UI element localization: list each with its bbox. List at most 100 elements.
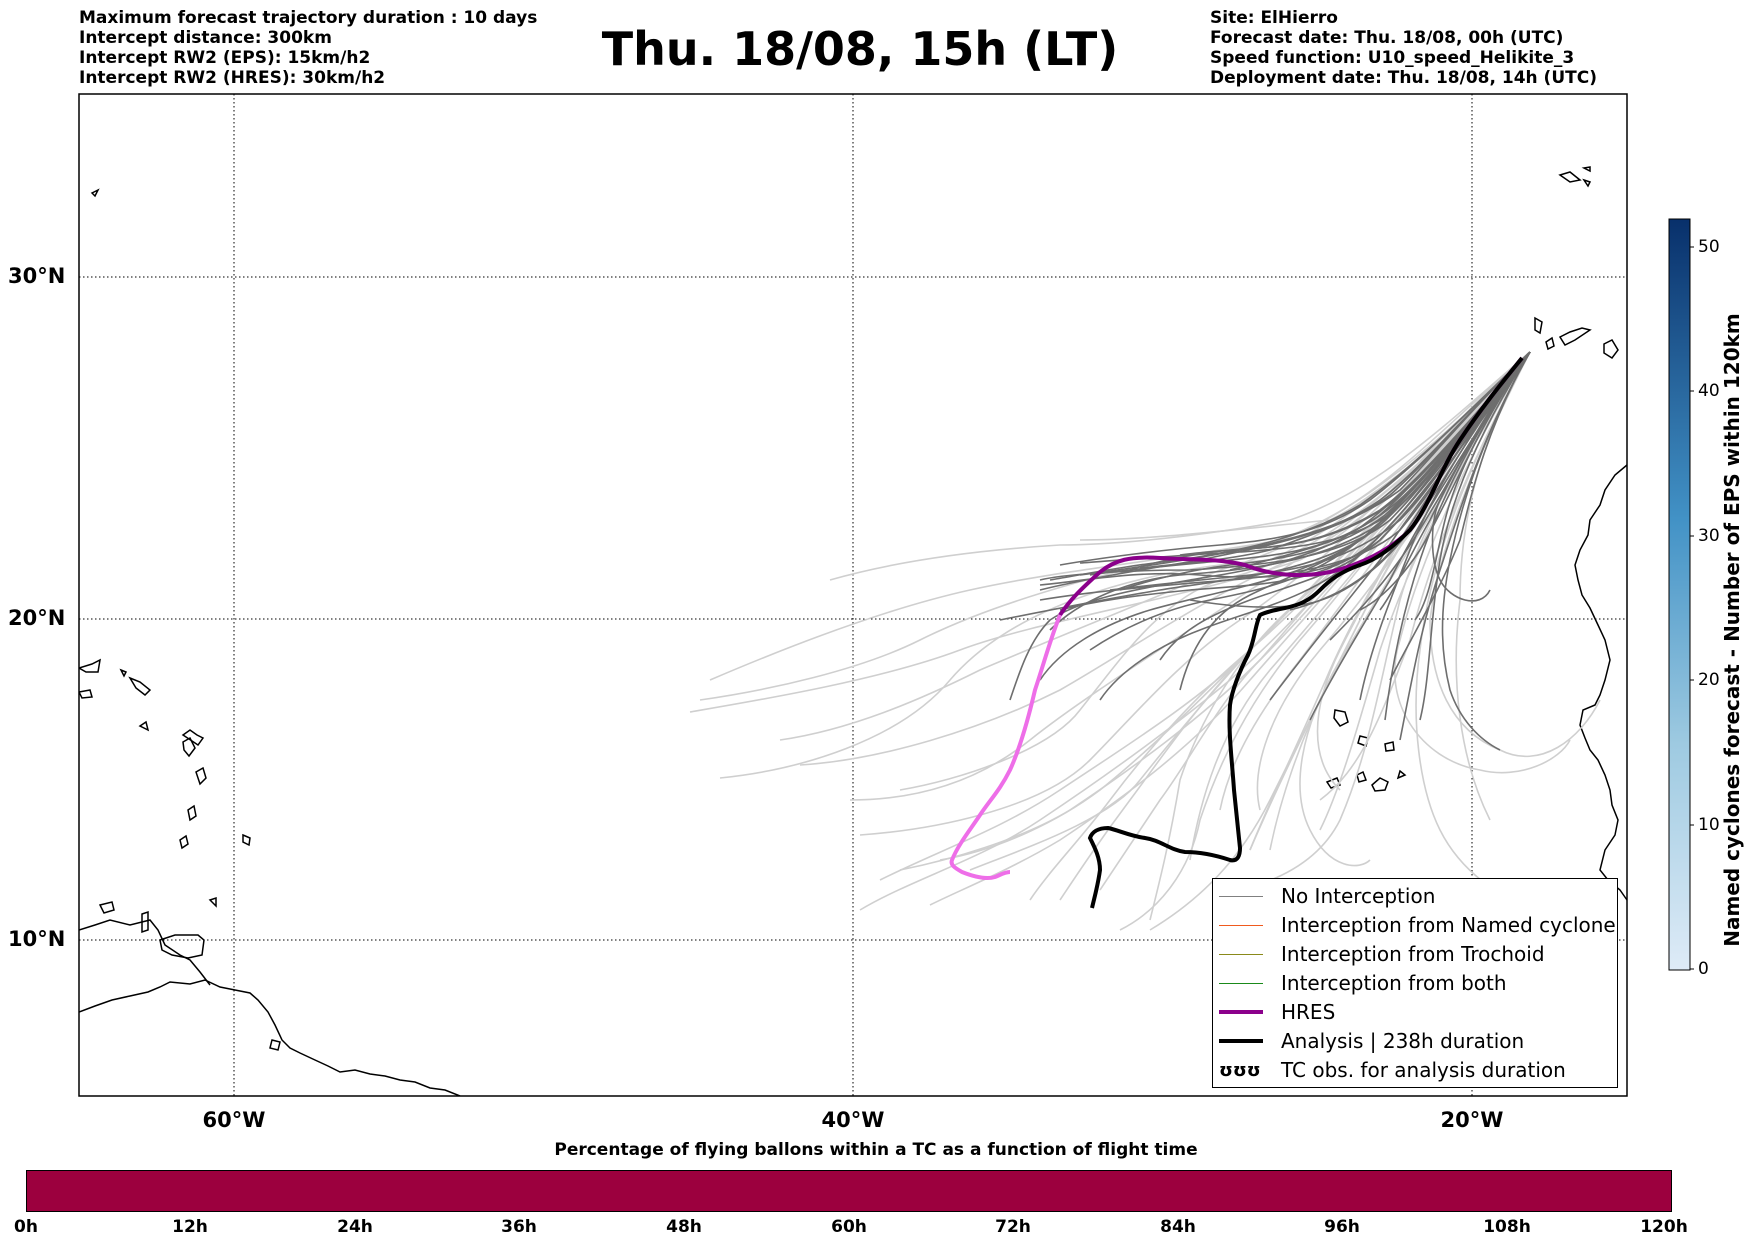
island-10: [242, 833, 251, 847]
island-13: [141, 910, 149, 934]
analysis-trajectory: [1087, 356, 1524, 909]
madeira-3: [1581, 166, 1591, 173]
island-4: [179, 834, 189, 850]
time-tick-label: 12h: [172, 1217, 208, 1237]
lat-label-20n: 20°N: [8, 606, 66, 630]
header-right-line: Site: ElHierro: [1210, 8, 1338, 28]
legend-item-both: Interception from both: [1219, 971, 1507, 995]
cyclone-colorbar: [1668, 218, 1691, 971]
legend-label: No Interception: [1281, 884, 1436, 908]
tc-percentage-bar: [26, 1170, 1672, 1212]
page-title: Thu. 18/08, 15h (LT): [601, 22, 1119, 76]
legend-swatch: [1219, 924, 1263, 926]
legend-swatch: [1219, 953, 1263, 955]
header-left-line: Intercept RW2 (HRES): 30km/h2: [79, 68, 386, 88]
legend-label: HRES: [1281, 1000, 1336, 1024]
map-legend: No Interception Interception from Named …: [1212, 878, 1618, 1088]
time-tick-label: 72h: [995, 1217, 1031, 1237]
legend-item-no-interception: No Interception: [1219, 884, 1435, 908]
legend-item-analysis: Analysis | 238h duration: [1219, 1029, 1524, 1053]
madeira: [1558, 171, 1582, 183]
time-tick-label: 60h: [831, 1217, 867, 1237]
colorbar-tick-label: 10: [1698, 815, 1720, 835]
header-left-line: Intercept RW2 (EPS): 15km/h2: [79, 48, 371, 68]
time-tick-label: 36h: [501, 1217, 537, 1237]
legend-label: Analysis | 238h duration: [1281, 1029, 1525, 1053]
cape-verde-7: [1396, 769, 1407, 780]
island-2: [195, 766, 207, 786]
venezuela-coast: [79, 919, 211, 986]
island-5: [181, 729, 205, 747]
legend-item-named-cyclone: Interception from Named cyclone: [1219, 913, 1616, 937]
time-tick-label: 24h: [337, 1217, 373, 1237]
time-tick-label: 0h: [14, 1217, 38, 1237]
island-3: [187, 804, 197, 822]
graticule: [79, 94, 1627, 1096]
time-tick-label: 108h: [1483, 1217, 1531, 1237]
island-9: [79, 689, 93, 699]
cape-verde-5: [1325, 777, 1342, 789]
cape-verde-6: [1371, 777, 1389, 792]
island-14: [269, 1039, 281, 1051]
header-left-line: Intercept distance: 300km: [79, 28, 332, 48]
legend-swatch: [1219, 895, 1263, 897]
eps-trajectories-dark: [999, 351, 1531, 751]
legend-label: Interception from Trochoid: [1281, 942, 1545, 966]
lon-label-60w: 60°W: [202, 1108, 266, 1132]
legend-swatch: [1219, 982, 1263, 984]
tc-symbol-icon: ʊʊʊ: [1219, 1059, 1261, 1081]
colorbar-tick-label: 20: [1698, 670, 1720, 690]
legend-item-trochoid: Interception from Trochoid: [1219, 942, 1545, 966]
canary-4: [1545, 336, 1555, 351]
canary-3: [1603, 339, 1619, 360]
island-8: [79, 658, 101, 673]
bottom-bar-title: Percentage of flying ballons within a TC…: [554, 1140, 1198, 1160]
legend-item-hres: HRES: [1219, 1000, 1335, 1024]
colorbar-label: Named cyclones forecast - Number of EPS …: [1720, 313, 1744, 947]
island-15: [90, 188, 100, 198]
island-7: [128, 676, 152, 696]
cape-verde-1: [1333, 709, 1349, 727]
hres-trajectory-tail: [949, 614, 1062, 881]
header-right-line: Forecast date: Thu. 18/08, 00h (UTC): [1210, 28, 1564, 48]
island-grenada: [98, 901, 115, 914]
lon-label-40w: 40°W: [821, 1108, 885, 1132]
legend-label: Interception from Named cyclone: [1281, 913, 1616, 937]
header-right-line: Speed function: U10_speed_Helikite_3: [1210, 48, 1575, 68]
africa-coast: [1574, 464, 1627, 901]
legend-label: Interception from both: [1281, 971, 1507, 995]
time-tick-label: 48h: [666, 1217, 702, 1237]
legend-item-tc-obs: ʊʊʊ TC obs. for analysis duration: [1219, 1058, 1566, 1082]
island-1: [182, 736, 196, 758]
cape-verde-3: [1384, 741, 1395, 752]
south-america-coast: [79, 979, 461, 1096]
time-tick-label: 96h: [1324, 1217, 1360, 1237]
header-right-line: Deployment date: Thu. 18/08, 14h (UTC): [1210, 68, 1597, 88]
header-left: Maximum forecast trajectory duration : 1…: [79, 8, 537, 88]
colorbar-tick-label: 40: [1698, 381, 1720, 401]
madeira-2: [1582, 178, 1592, 188]
lon-label-20w: 20°W: [1440, 1108, 1504, 1132]
colorbar-tick-label: 0: [1698, 959, 1709, 979]
colorbar-tick-label: 50: [1698, 237, 1720, 257]
canary-1: [1534, 316, 1543, 335]
lat-label-10n: 10°N: [8, 927, 66, 951]
canary-2: [1558, 327, 1592, 346]
colorbar-tick-label: 30: [1698, 526, 1720, 546]
island-11: [119, 668, 128, 678]
cyclone-colorbar-ticks: [1690, 246, 1694, 970]
legend-swatch: [1219, 1010, 1263, 1014]
island-6: [138, 720, 150, 732]
time-tick-label: 84h: [1160, 1217, 1196, 1237]
header-right: Site: ElHierro Forecast date: Thu. 18/08…: [1210, 8, 1597, 88]
map-frame: [78, 93, 1628, 1097]
island-12: [208, 896, 217, 908]
header-left-line: Maximum forecast trajectory duration : 1…: [79, 8, 538, 28]
legend-label: TC obs. for analysis duration: [1281, 1058, 1566, 1082]
cape-verde-4: [1356, 770, 1367, 783]
time-tick-label: 120h: [1640, 1217, 1688, 1237]
legend-swatch: [1219, 1039, 1263, 1043]
lat-label-30n: 30°N: [8, 264, 66, 288]
trinidad-coast: [159, 934, 205, 959]
